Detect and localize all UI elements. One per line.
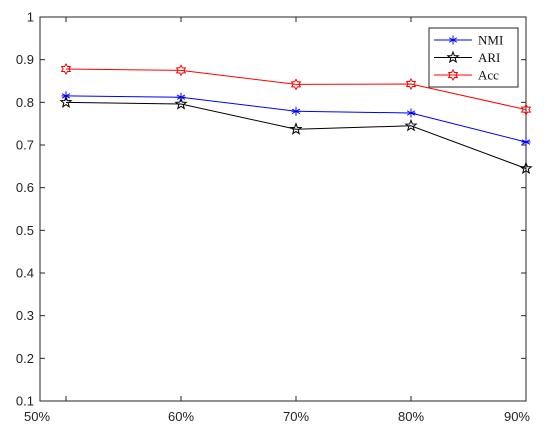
data-point-nmi — [406, 108, 416, 118]
legend-marker-nmi — [448, 35, 458, 45]
y-axis: 0.1 0.2 0.3 0.4 0.5 0.6 0.7 0.8 0.9 1 — [16, 10, 526, 409]
legend-label-nmi: NMI — [478, 33, 503, 48]
x-tick-label: 60% — [168, 409, 194, 424]
data-point-nmi — [291, 106, 301, 116]
legend-marker-ari — [446, 50, 460, 64]
y-tick-label: 0.6 — [16, 180, 34, 195]
data-point-ari — [519, 161, 533, 175]
legend: NMI ARI Acc — [428, 27, 519, 88]
x-tick-label: 50% — [24, 409, 50, 424]
data-point-nmi — [521, 137, 531, 147]
series-layer — [59, 63, 533, 175]
x-tick-label: 80% — [398, 409, 424, 424]
data-point-acc — [175, 64, 187, 77]
y-tick-label: 0.1 — [16, 394, 34, 409]
data-point-acc — [405, 77, 417, 90]
data-point-ari — [59, 95, 73, 108]
series-line-acc — [65, 68, 527, 111]
legend-label-acc: Acc — [478, 68, 499, 83]
y-tick-label: 0.9 — [16, 52, 34, 67]
data-point-acc — [290, 78, 302, 91]
y-tick-label: 0.4 — [16, 266, 34, 281]
legend-label-ari: ARI — [478, 50, 500, 65]
data-point-acc — [60, 63, 72, 76]
x-tick-label: 70% — [283, 409, 309, 424]
data-point-ari — [174, 97, 188, 110]
series-line-ari — [65, 101, 527, 169]
data-point-acc — [520, 103, 532, 116]
y-tick-label: 0.2 — [16, 351, 34, 366]
x-axis: 50% 60% 70% 80% 90% — [24, 17, 530, 424]
data-point-ari — [404, 118, 418, 132]
y-tick-label: 0.8 — [16, 95, 34, 110]
x-tick-label: 90% — [504, 409, 530, 424]
y-tick-label: 0.5 — [16, 223, 34, 238]
data-point-ari — [289, 122, 303, 135]
y-tick-label: 0.3 — [16, 308, 34, 323]
y-tick-label: 0.7 — [16, 138, 34, 153]
legend-marker-acc — [447, 69, 459, 81]
y-tick-label: 1 — [27, 10, 34, 25]
